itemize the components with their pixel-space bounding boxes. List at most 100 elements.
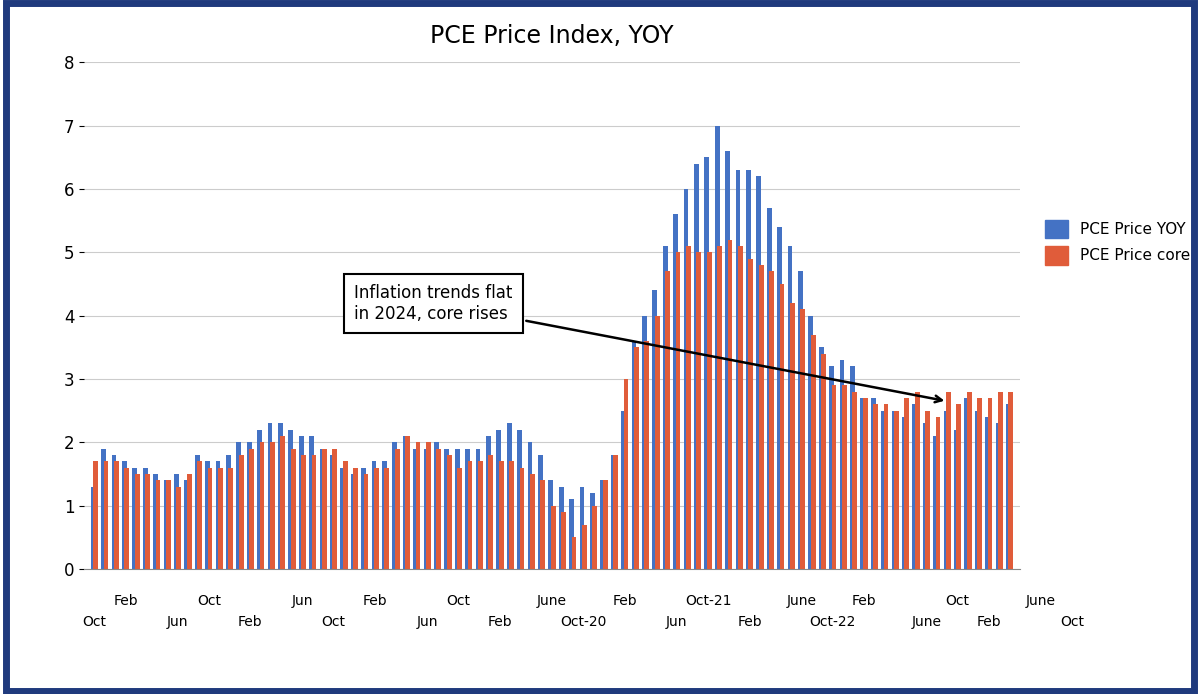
Text: Jun: Jun <box>167 615 188 629</box>
Bar <box>832 385 836 569</box>
Text: Oct: Oct <box>446 594 470 608</box>
Bar <box>863 398 868 569</box>
Bar <box>811 335 816 569</box>
Bar <box>154 474 158 569</box>
Bar <box>725 151 730 569</box>
Bar <box>132 468 137 569</box>
Bar <box>239 455 244 569</box>
Bar <box>998 391 1003 569</box>
Bar <box>341 468 346 569</box>
Bar <box>517 430 522 569</box>
Text: Feb: Feb <box>852 594 876 608</box>
Bar <box>925 411 930 569</box>
Bar <box>174 474 179 569</box>
Bar <box>94 462 98 569</box>
Bar <box>749 259 754 569</box>
Bar <box>902 417 907 569</box>
Text: Oct-20: Oct-20 <box>560 615 606 629</box>
Bar <box>426 443 431 569</box>
Bar <box>548 480 553 569</box>
Bar <box>996 423 1001 569</box>
Bar <box>288 430 293 569</box>
Bar <box>364 474 368 569</box>
Bar <box>475 449 480 569</box>
Text: Feb: Feb <box>362 594 388 608</box>
Bar <box>655 316 660 569</box>
Bar <box>506 423 511 569</box>
Bar <box>696 253 701 569</box>
Bar <box>602 480 607 569</box>
Bar <box>538 455 542 569</box>
Bar <box>415 443 420 569</box>
Text: Oct-21: Oct-21 <box>685 594 731 608</box>
Bar <box>530 474 535 569</box>
Bar <box>374 468 379 569</box>
Text: Jun: Jun <box>666 615 688 629</box>
Bar <box>756 176 761 569</box>
Bar <box>829 366 834 569</box>
Bar <box>787 246 792 569</box>
Title: PCE Price Index, YOY: PCE Price Index, YOY <box>431 24 673 48</box>
Bar <box>122 462 127 569</box>
Bar <box>413 449 418 569</box>
Bar <box>166 480 170 569</box>
Bar <box>569 500 574 569</box>
Text: Jun: Jun <box>416 615 438 629</box>
Bar <box>257 430 262 569</box>
Bar <box>582 525 587 569</box>
Bar <box>468 462 473 569</box>
Bar <box>236 443 241 569</box>
Bar <box>216 462 221 569</box>
Bar <box>818 348 823 569</box>
Bar <box>912 405 917 569</box>
Bar <box>301 455 306 569</box>
Bar <box>715 126 720 569</box>
Bar <box>943 411 948 569</box>
Text: June: June <box>1026 594 1056 608</box>
Bar <box>478 462 482 569</box>
Bar <box>881 411 886 569</box>
Bar <box>840 360 845 569</box>
Bar <box>103 462 108 569</box>
Bar <box>194 455 199 569</box>
Text: June: June <box>538 594 568 608</box>
Bar <box>593 506 598 569</box>
Bar <box>457 468 462 569</box>
Bar <box>923 423 928 569</box>
Bar <box>134 474 139 569</box>
Text: Inflation trends flat
in 2024, core rises: Inflation trends flat in 2024, core rise… <box>354 284 942 403</box>
Bar <box>540 480 545 569</box>
Bar <box>600 480 605 569</box>
Bar <box>114 462 119 569</box>
Text: Feb: Feb <box>113 594 138 608</box>
Bar <box>665 271 670 569</box>
Bar <box>631 341 636 569</box>
Bar <box>319 449 324 569</box>
Bar <box>197 462 202 569</box>
Text: June: June <box>787 594 817 608</box>
Bar <box>125 468 130 569</box>
Bar <box>956 405 961 569</box>
Bar <box>936 417 941 569</box>
Bar <box>270 443 275 569</box>
Bar <box>842 385 847 569</box>
Bar <box>694 164 698 569</box>
Bar <box>798 271 803 569</box>
Bar <box>1008 391 1013 569</box>
Bar <box>499 462 504 569</box>
Bar <box>559 486 564 569</box>
Bar <box>622 411 626 569</box>
Bar <box>611 455 616 569</box>
Bar <box>434 443 439 569</box>
Bar <box>767 208 772 569</box>
Text: Oct: Oct <box>1060 615 1084 629</box>
Bar <box>758 265 763 569</box>
Bar <box>673 214 678 569</box>
Bar <box>437 449 442 569</box>
Bar <box>208 468 212 569</box>
Bar <box>860 398 865 569</box>
Bar <box>707 253 712 569</box>
Bar <box>821 354 826 569</box>
Bar <box>290 449 295 569</box>
Bar <box>718 246 722 569</box>
